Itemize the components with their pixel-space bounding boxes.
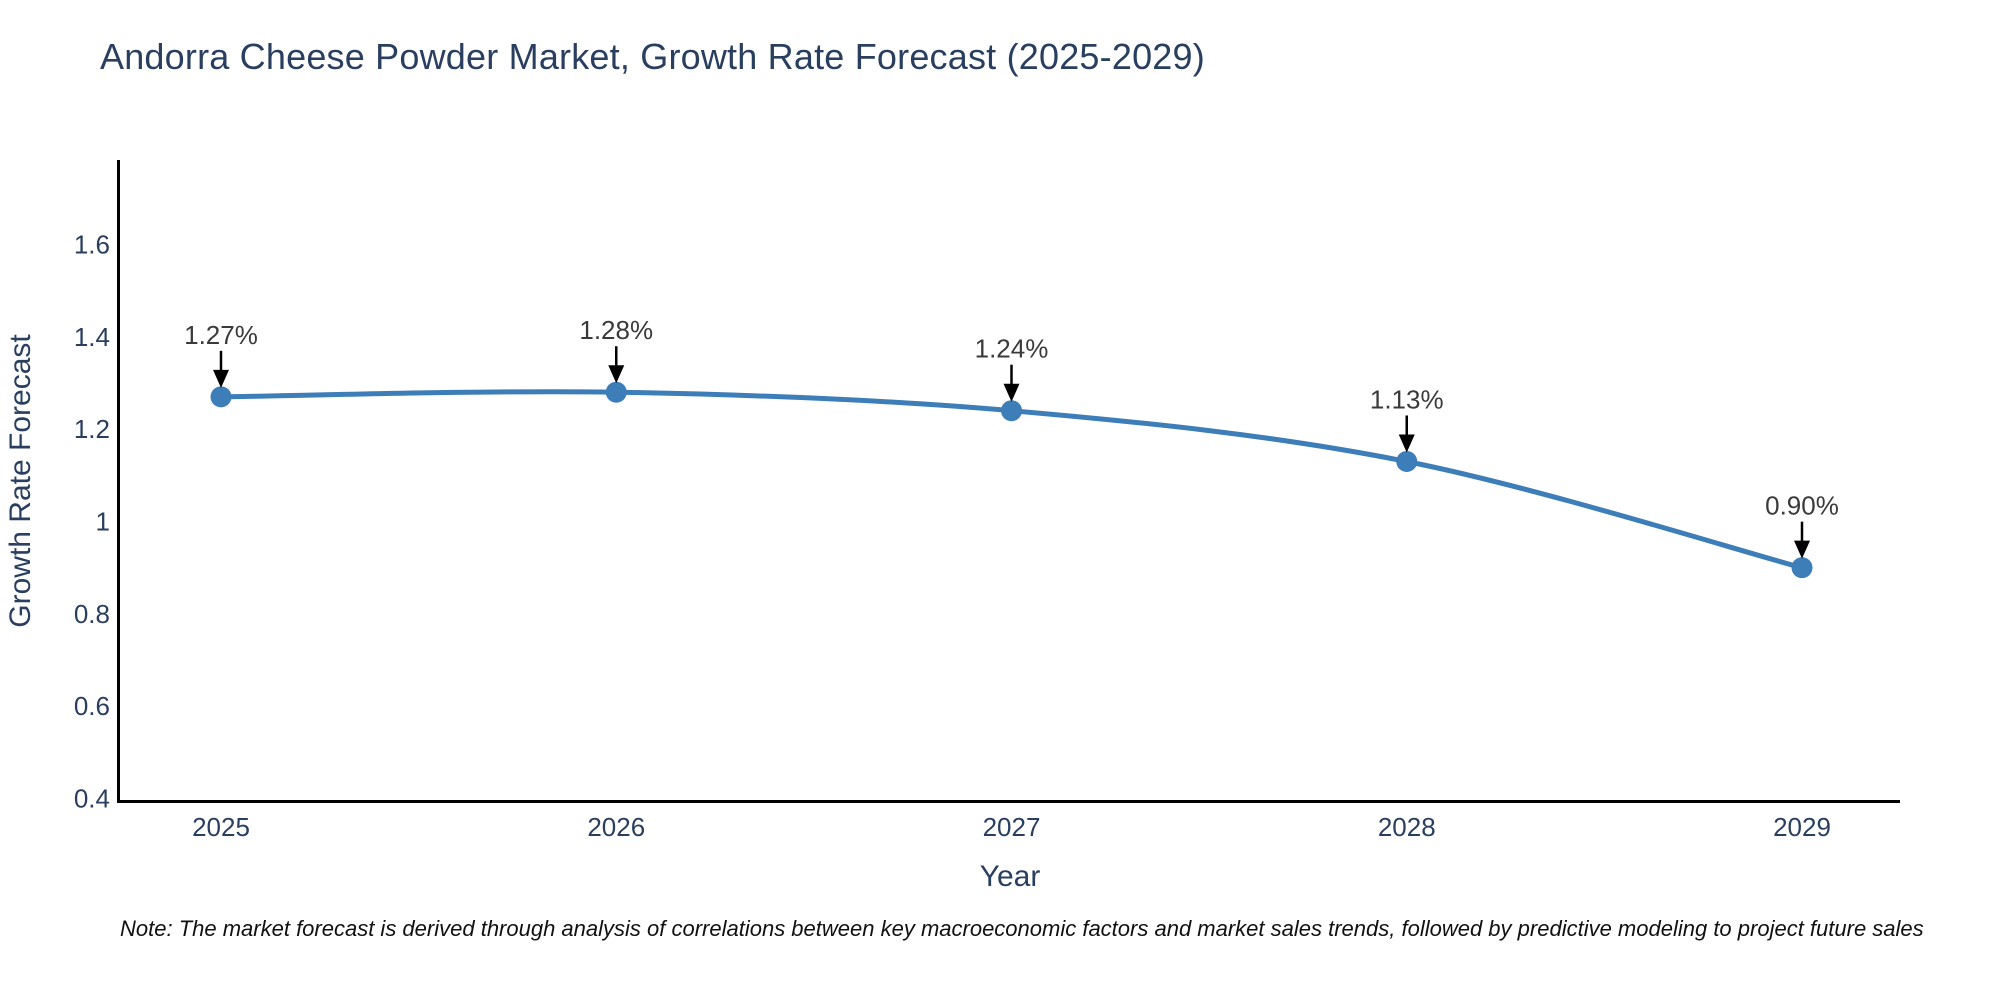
- data-point: [210, 386, 232, 408]
- data-point: [1001, 400, 1022, 422]
- y-tick-label: 1: [96, 506, 110, 536]
- y-axis-title: Growth Rate Forecast: [4, 334, 37, 628]
- data-point: [605, 381, 627, 403]
- footnote: Note: The market forecast is derived thr…: [120, 916, 1924, 941]
- y-tick-label: 1.4: [74, 322, 110, 352]
- annotation-arrow-head: [1794, 540, 1810, 559]
- annotation-arrow-head: [1398, 434, 1415, 453]
- point-label: 1.28%: [579, 315, 653, 345]
- y-tick-label: 0.8: [74, 599, 110, 629]
- annotation-arrow-head: [608, 365, 625, 384]
- x-tick-label: 2026: [587, 812, 645, 842]
- point-label: 1.24%: [975, 334, 1049, 364]
- x-tick-label: 2029: [1773, 812, 1831, 842]
- annotation-arrow-head: [1003, 383, 1020, 402]
- y-tick-label: 1.2: [74, 414, 110, 444]
- y-tick-label: 1.6: [74, 229, 110, 259]
- x-tick-label: 2025: [192, 812, 250, 842]
- x-tick-label: 2028: [1378, 812, 1436, 842]
- y-tick-label: 0.6: [74, 691, 110, 721]
- annotation-arrow-head: [213, 369, 229, 388]
- point-label: 1.13%: [1370, 384, 1444, 414]
- y-tick-label: 0.4: [74, 784, 110, 814]
- x-axis-title: Year: [980, 860, 1041, 893]
- data-point: [1791, 557, 1813, 579]
- point-label: 1.27%: [184, 320, 258, 350]
- x-tick-label: 2027: [983, 812, 1041, 842]
- chart-title: Andorra Cheese Powder Market, Growth Rat…: [100, 36, 1205, 77]
- point-label: 0.90%: [1765, 491, 1839, 521]
- data-point: [1396, 450, 1418, 472]
